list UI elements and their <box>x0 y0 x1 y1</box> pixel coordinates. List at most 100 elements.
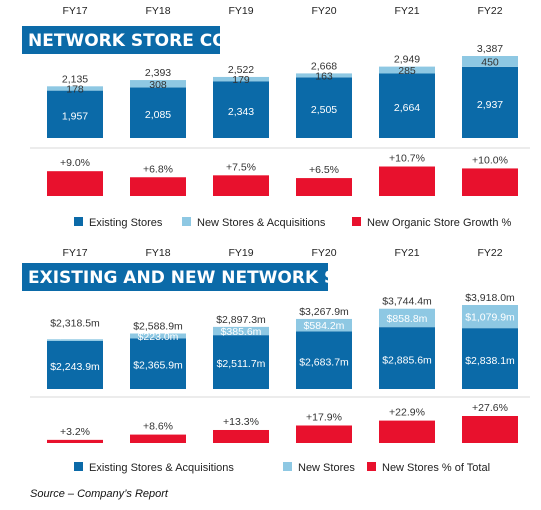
sales-bar-existing <box>462 328 518 389</box>
store-label-total: 2,522 <box>228 64 254 76</box>
legend-entry: Existing Stores & Acquisitions <box>89 462 234 474</box>
store-label-existing: 2,085 <box>145 109 171 121</box>
sales-label-new: $858.8m <box>387 313 428 325</box>
sales-label-total: $3,918.0m <box>465 292 515 304</box>
sales-growth-bar <box>379 420 435 443</box>
sales-label-existing: $2,683.7m <box>299 356 349 368</box>
sales-bar-new <box>213 326 269 336</box>
legend-entry: New Stores & Acquisitions <box>197 217 326 229</box>
category-tick-label: FY22 <box>477 5 502 17</box>
store-label-total: 2,668 <box>311 60 337 72</box>
sales-bar-new <box>130 333 186 339</box>
sales-label-total: $3,744.4m <box>382 296 432 308</box>
store-label-new: 163 <box>315 70 333 82</box>
category-tick-label: FY19 <box>228 5 253 17</box>
chart-title: EXISTING AND NEW NETWORK SALES <box>28 268 384 288</box>
store-bar-existing <box>462 66 518 138</box>
store-growth-bar <box>379 166 435 196</box>
store-growth-bar <box>296 178 352 196</box>
store-bar-new <box>379 66 435 74</box>
store-bar-existing <box>296 77 352 138</box>
store-label-new: 450 <box>481 56 499 68</box>
sales-label-total: $2,318.5m <box>50 317 100 329</box>
store-growth-label: +9.0% <box>60 157 90 169</box>
store-growth-bar <box>130 177 186 196</box>
legend-swatch <box>283 462 292 471</box>
legend-entry: New Organic Store Growth % <box>367 217 511 229</box>
sales-growth-label: +17.9% <box>306 411 342 423</box>
sales-bar-new <box>379 308 435 328</box>
sales-bar-new <box>47 339 103 341</box>
store-growth-bar <box>213 175 269 196</box>
legend-swatch <box>74 217 83 226</box>
sales-bar-existing <box>130 338 186 389</box>
sales-growth-label: +27.6% <box>472 402 508 414</box>
chart-title: NETWORK STORE COUNT <box>28 31 267 51</box>
category-tick-label: FY18 <box>145 5 170 17</box>
chart-title-banner <box>22 26 220 54</box>
store-growth-label: +6.8% <box>143 163 173 175</box>
store-bar-existing <box>213 81 269 138</box>
store-label-existing: 2,505 <box>311 104 337 116</box>
category-tick-label: FY21 <box>394 247 419 259</box>
store-label-new: 178 <box>66 83 84 95</box>
sales-label-new: $74.6m <box>57 329 92 341</box>
sales-label-new: $223.0m <box>138 331 179 343</box>
store-label-existing: 2,343 <box>228 106 254 118</box>
sales-bar-existing <box>213 335 269 389</box>
store-label-existing: 1,957 <box>62 110 88 122</box>
legend-entry: New Stores % of Total <box>382 462 490 474</box>
legend-swatch <box>352 217 361 226</box>
sales-label-new: $584.2m <box>304 320 345 332</box>
category-tick-label: FY17 <box>62 247 87 259</box>
store-bar-new <box>130 80 186 88</box>
chart-title-banner <box>22 263 328 291</box>
store-label-existing: 2,937 <box>477 99 503 111</box>
sales-growth-label: +13.3% <box>223 416 259 428</box>
sales-label-existing: $2,365.9m <box>133 360 183 372</box>
category-tick-label: FY22 <box>477 247 502 259</box>
store-label-total: 2,393 <box>145 67 171 79</box>
legend-swatch <box>182 217 191 226</box>
store-bar-existing <box>47 90 103 138</box>
store-growth-bar <box>462 168 518 196</box>
sales-label-new: $385.6m <box>221 326 262 338</box>
sales-growth-bar <box>130 434 186 443</box>
sales-label-existing: $2,838.1m <box>465 355 515 367</box>
store-bar-existing <box>130 87 186 138</box>
store-label-new: 179 <box>232 74 250 86</box>
legend-entry: New Stores <box>298 462 355 474</box>
store-bar-new <box>213 76 269 82</box>
sales-bar-new <box>462 305 518 329</box>
sales-bar-existing <box>47 340 103 389</box>
sales-growth-label: +3.2% <box>60 426 90 438</box>
store-label-total: 2,949 <box>394 54 420 66</box>
legend-entry: Existing Stores <box>89 217 163 229</box>
store-label-existing: 2,664 <box>394 102 420 114</box>
sales-label-existing: $2,885.6m <box>382 354 432 366</box>
store-bar-new <box>462 56 518 67</box>
store-growth-bar <box>47 171 103 196</box>
sales-growth-bar <box>47 439 103 443</box>
sales-label-existing: $2,511.7m <box>217 358 266 370</box>
store-growth-label: +7.5% <box>226 161 256 173</box>
sales-label-total: $2,897.3m <box>216 314 266 326</box>
category-tick-label: FY21 <box>394 5 419 17</box>
sales-bar-new <box>296 318 352 332</box>
sales-growth-bar <box>213 429 269 443</box>
store-label-total: 3,387 <box>477 43 503 55</box>
sales-label-new: $1,079.9m <box>465 312 515 324</box>
sales-growth-bar <box>296 425 352 443</box>
store-bar-new <box>47 86 103 91</box>
category-tick-label: FY18 <box>145 247 170 259</box>
sales-bar-existing <box>296 331 352 389</box>
sales-label-total: $3,267.9m <box>299 306 349 318</box>
legend-swatch <box>74 462 83 471</box>
store-growth-label: +6.5% <box>309 164 339 176</box>
sales-label-existing: $2,243.9m <box>50 361 100 373</box>
category-tick-label: FY20 <box>311 5 336 17</box>
legend-swatch <box>367 462 376 471</box>
sales-growth-label: +8.6% <box>143 421 173 433</box>
store-label-new: 285 <box>398 65 416 77</box>
